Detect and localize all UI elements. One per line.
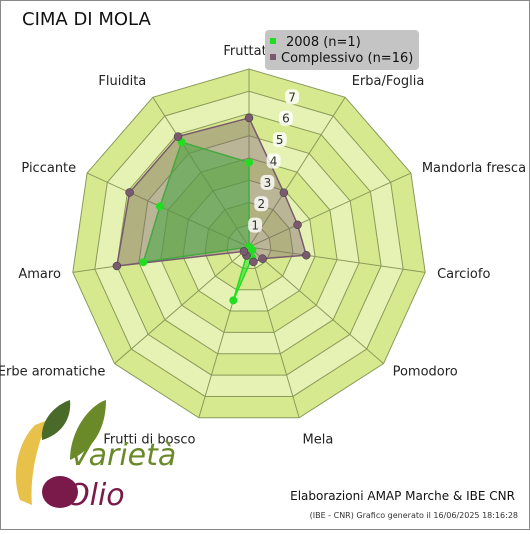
data-point — [249, 257, 258, 267]
legend-box — [265, 30, 419, 70]
tick-label-bg — [285, 89, 300, 105]
spoke — [248, 246, 300, 418]
legend-label: 2008 (n=1) — [286, 35, 361, 50]
data-point — [279, 188, 289, 197]
spoke — [248, 96, 346, 248]
tick-label-bg — [254, 196, 269, 212]
logo-shape — [15, 420, 48, 505]
axis-label: Erbe aromatiche — [0, 364, 105, 379]
spoke — [248, 246, 384, 364]
axis-label: Pomodoro — [393, 364, 458, 379]
tick-label-bg — [272, 132, 287, 148]
tick-label-bg — [248, 217, 263, 233]
data-point — [239, 247, 249, 256]
y-tick-label: 7 — [288, 90, 296, 104]
logo-text: Olio — [66, 478, 125, 513]
data-point — [302, 250, 311, 260]
logo: Varietà Olio — [15, 400, 176, 513]
data-point — [245, 158, 253, 167]
data-point — [173, 132, 183, 141]
data-point — [229, 296, 238, 305]
chart-title: CIMA DI MOLA — [22, 9, 151, 30]
data-point — [139, 258, 148, 267]
y-tick-label: 3 — [264, 176, 272, 190]
tick-label-bg — [266, 153, 281, 169]
logo-text: Varietà — [70, 438, 176, 473]
axis-label: Amaro — [18, 267, 61, 282]
tick-label-bg — [278, 110, 293, 126]
generated-note: (IBE - CNR) Grafico generato il 16/06/20… — [310, 511, 518, 520]
axis-label: Fluidita — [98, 74, 146, 89]
axis-label: Piccante — [21, 161, 76, 176]
axis-label: Mandorla fresca — [422, 161, 526, 176]
axis-label: Carciofo — [437, 267, 490, 282]
data-point — [258, 254, 267, 263]
legend-label: Complessivo (n=16) — [281, 51, 413, 66]
data-point — [112, 261, 122, 271]
data-point — [244, 113, 254, 123]
logo-leaf — [41, 400, 71, 440]
spoke — [248, 172, 412, 248]
spoke — [248, 246, 426, 273]
y-tick-label: 2 — [257, 197, 265, 211]
logo-olive — [42, 476, 78, 508]
logo-leaf — [70, 400, 106, 460]
data-point — [125, 188, 134, 197]
y-tick-label: 6 — [282, 112, 290, 126]
spoke — [114, 246, 250, 364]
data-point — [155, 202, 164, 211]
data-point — [293, 220, 302, 230]
y-tick-label: 5 — [276, 133, 284, 147]
legend-swatch — [270, 38, 276, 44]
axis-label: Mela — [303, 432, 334, 447]
y-tick-label: 4 — [270, 154, 278, 168]
credit: Elaborazioni AMAP Marche & IBE CNR — [290, 489, 515, 503]
legend-swatch — [270, 54, 276, 60]
y-tick-label: 1 — [251, 219, 259, 233]
axis-label: Fruttato — [223, 44, 274, 59]
axis-label: Erba/Foglia — [352, 74, 425, 89]
tick-label-bg — [260, 174, 275, 190]
axis-label: Frutti di bosco — [103, 432, 195, 447]
